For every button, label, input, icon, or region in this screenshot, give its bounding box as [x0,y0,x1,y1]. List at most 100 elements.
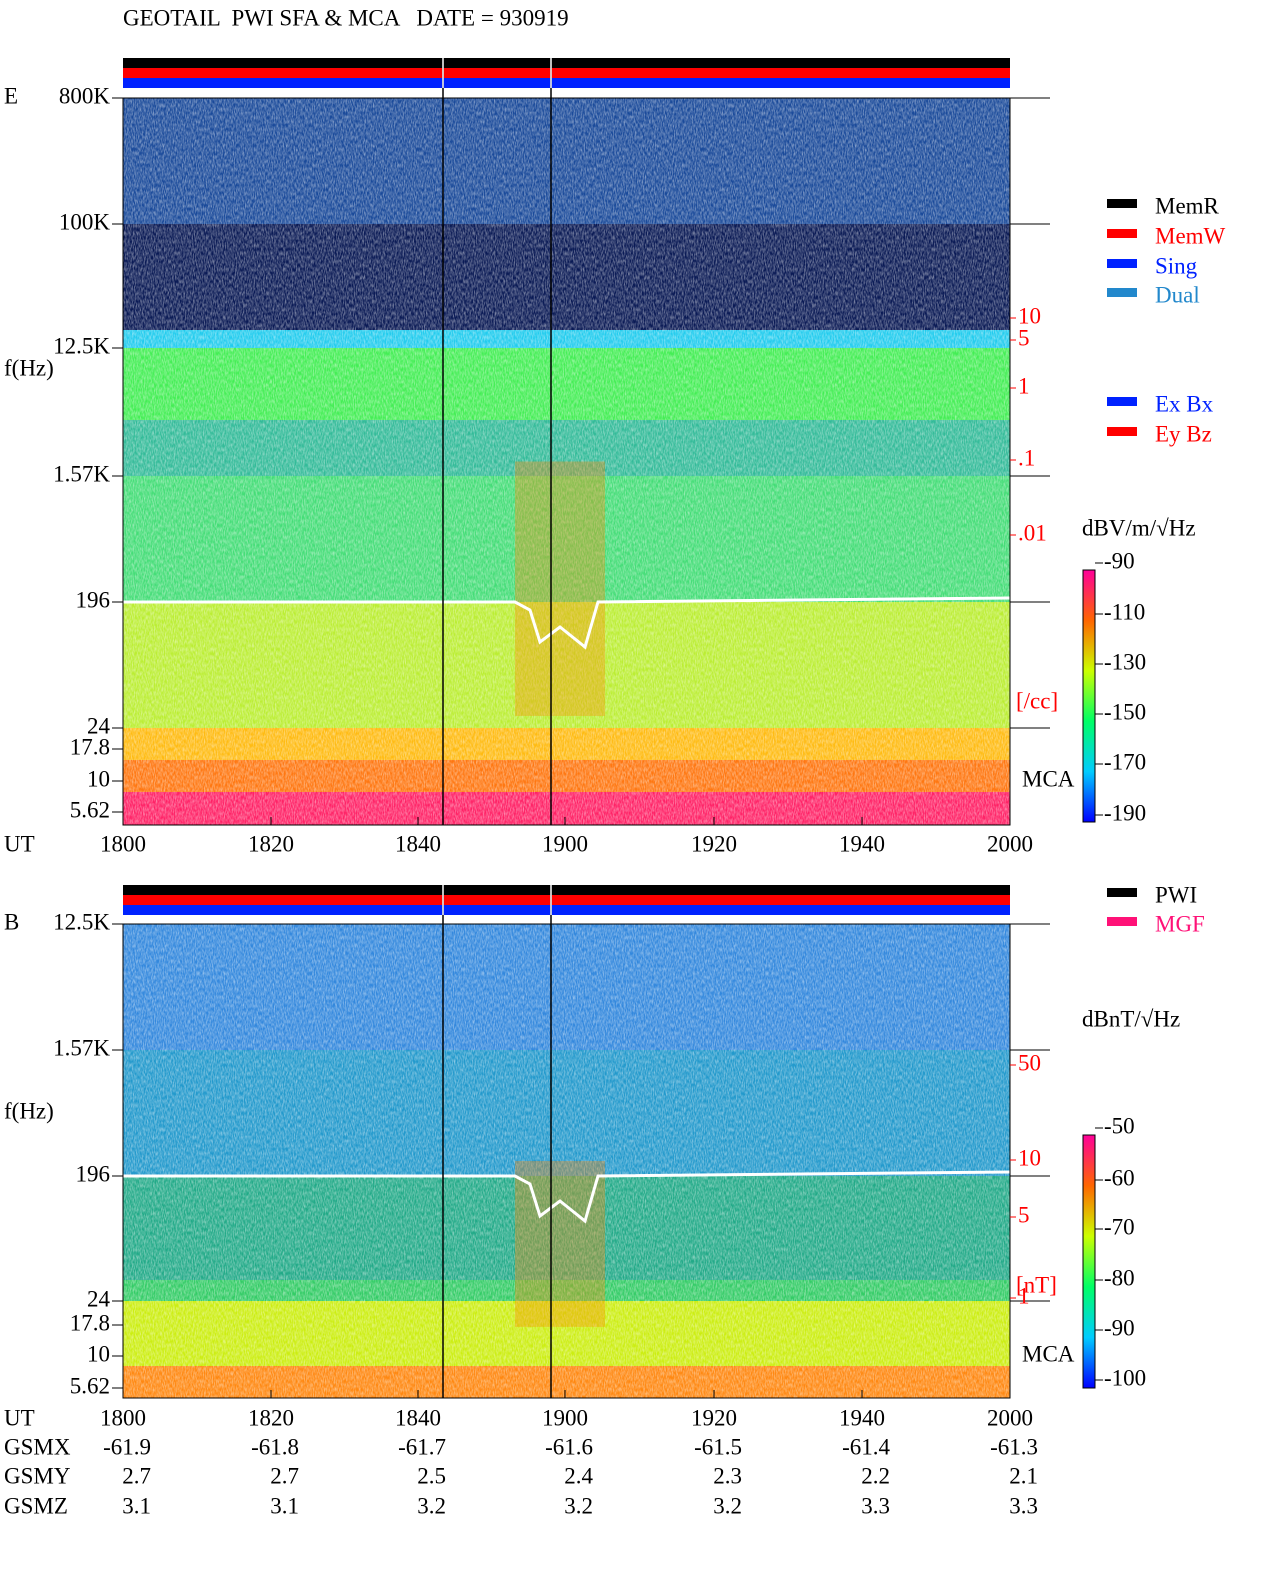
freq-tick-label: 10 [87,766,110,791]
colorbar-tick-label: -90 [1104,1315,1135,1340]
orbit-value: 3.1 [122,1493,151,1518]
legend-swatch [1107,199,1137,208]
plot-frame [122,97,1011,826]
time-tick-label: 1920 [691,831,737,856]
time-tick-label: 1920 [691,1405,737,1430]
colorbar-unit: dBnT/√Hz [1082,1006,1180,1031]
colorbar-tick-label: -190 [1104,800,1146,825]
orbit-value: 2.2 [861,1463,890,1488]
density-unit: [nT] [1016,1272,1057,1297]
wave-activity [515,461,605,716]
colorbar-tick-label: -100 [1104,1365,1146,1390]
time-tick-label: 1840 [395,1405,441,1430]
legend-swatch [1107,229,1137,238]
time-label: UT [4,1405,35,1430]
freq-tick-label: 5.62 [70,797,110,822]
density-tick-label: 5 [1018,1202,1030,1227]
legend-label: PWI [1155,882,1197,907]
orbit-value: 2.7 [122,1463,151,1488]
plasma-frequency-trace [123,596,1011,650]
wave-activity [515,1161,605,1327]
colorbar [1082,569,1096,823]
plasma-frequency-trace [123,1170,1011,1224]
orbit-value: -61.7 [398,1434,446,1459]
orbit-value: 2.4 [564,1463,593,1488]
orbit-value: -61.5 [694,1434,742,1459]
freq-tick-label: 17.8 [70,1310,110,1335]
density-tick-label: 1 [1018,1283,1030,1308]
component-label: E [4,83,18,108]
freq-tick-label: 1.57K [53,1035,110,1060]
legend-label: MemR [1155,193,1220,218]
legend-label: MGF [1155,911,1205,936]
status-bar [123,58,1010,68]
density-tick-label: 10 [1018,303,1041,328]
orbit-value: 2.7 [270,1463,299,1488]
colorbar-tick-label: -150 [1104,699,1146,724]
colorbar-tick-label: -130 [1104,649,1146,674]
plot-frame [122,923,1011,1399]
density-tick-label: 50 [1018,1050,1041,1075]
orbit-value: 3.3 [1009,1493,1038,1518]
freq-tick-label: 24 [87,1286,111,1311]
time-tick-label: 1840 [395,831,441,856]
freq-tick-label: 12.5K [53,909,110,934]
orbit-value: 3.3 [861,1493,890,1518]
time-tick-label: 1940 [839,831,885,856]
legend-swatch [1107,288,1137,297]
orbit-value: -61.3 [990,1434,1038,1459]
colorbar-tick-label: -80 [1104,1265,1135,1290]
time-label: UT [4,831,35,856]
colorbar [1082,1134,1096,1389]
density-unit: [/cc] [1016,688,1058,713]
freq-tick-label: 17.8 [70,734,110,759]
colorbar-unit: dBV/m/√Hz [1082,515,1196,540]
channel-legend-label: Ex Bx [1155,391,1214,416]
colorbar-tick-label: -50 [1104,1113,1135,1138]
spectrogram-texture [123,98,1010,825]
orbit-value: 2.3 [713,1463,742,1488]
time-tick-label: 2000 [987,831,1033,856]
legend-label: Dual [1155,282,1200,307]
legend-swatch [1107,259,1137,268]
density-tick-label: .01 [1018,520,1047,545]
density-tick-label: 1 [1018,373,1030,398]
freq-tick-label: 800K [59,83,111,108]
orbit-value: 3.2 [713,1493,742,1518]
orbit-value: -61.9 [103,1434,151,1459]
freq-tick-label: 24 [87,713,111,738]
orbit-value: 2.5 [417,1463,446,1488]
freq-tick-label: 196 [76,587,111,612]
time-tick-label: 1800 [100,1405,146,1430]
mca-label: MCA [1022,1341,1075,1366]
status-bar [123,905,1010,915]
title: GEOTAIL PWI SFA & MCA DATE = 930919 [123,5,569,30]
legend-swatch [1107,917,1137,926]
time-tick-label: 1940 [839,1405,885,1430]
channel-legend-label: Ey Bz [1155,421,1212,446]
status-bar [123,885,1010,895]
legend-label: Sing [1155,253,1198,278]
mca-label: MCA [1022,766,1075,791]
orbit-value: 3.2 [564,1493,593,1518]
status-bar [123,68,1010,78]
freq-tick-label: 196 [76,1161,111,1186]
status-bar [123,78,1010,88]
time-tick-label: 1800 [100,831,146,856]
orbit-value: -61.4 [842,1434,890,1459]
colorbar-tick-label: -170 [1104,749,1146,774]
density-tick-label: .1 [1018,445,1035,470]
orbit-label: GSMY [4,1463,71,1488]
spectrogram-texture [123,924,1010,1398]
orbit-value: 3.1 [270,1493,299,1518]
legend-swatch [1107,397,1137,406]
time-tick-label: 1820 [248,831,294,856]
colorbar-tick-label: -90 [1104,548,1135,573]
orbit-label: GSMZ [4,1493,68,1518]
legend-label: MemW [1155,223,1226,248]
density-tick-label: 10 [1018,1145,1041,1170]
y-axis-label: f(Hz) [4,1098,54,1123]
status-bar [123,895,1010,905]
freq-tick-label: 10 [87,1341,110,1366]
